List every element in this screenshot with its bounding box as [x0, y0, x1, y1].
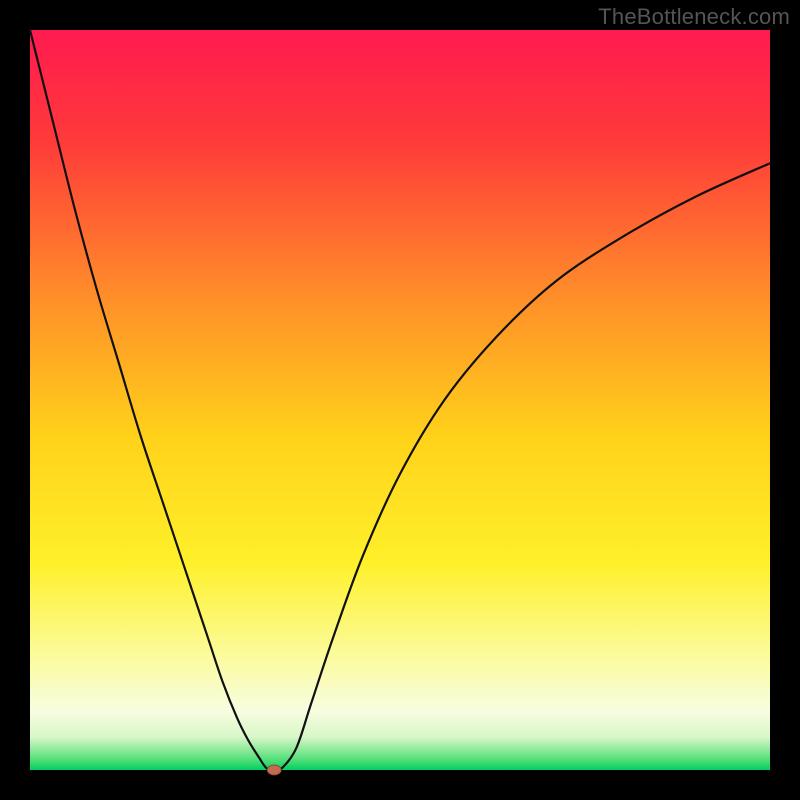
chart-plot-bg — [30, 30, 770, 770]
watermark-text: TheBottleneck.com — [598, 4, 790, 30]
bottleneck-chart — [0, 0, 800, 800]
optimal-point-marker — [267, 765, 281, 775]
